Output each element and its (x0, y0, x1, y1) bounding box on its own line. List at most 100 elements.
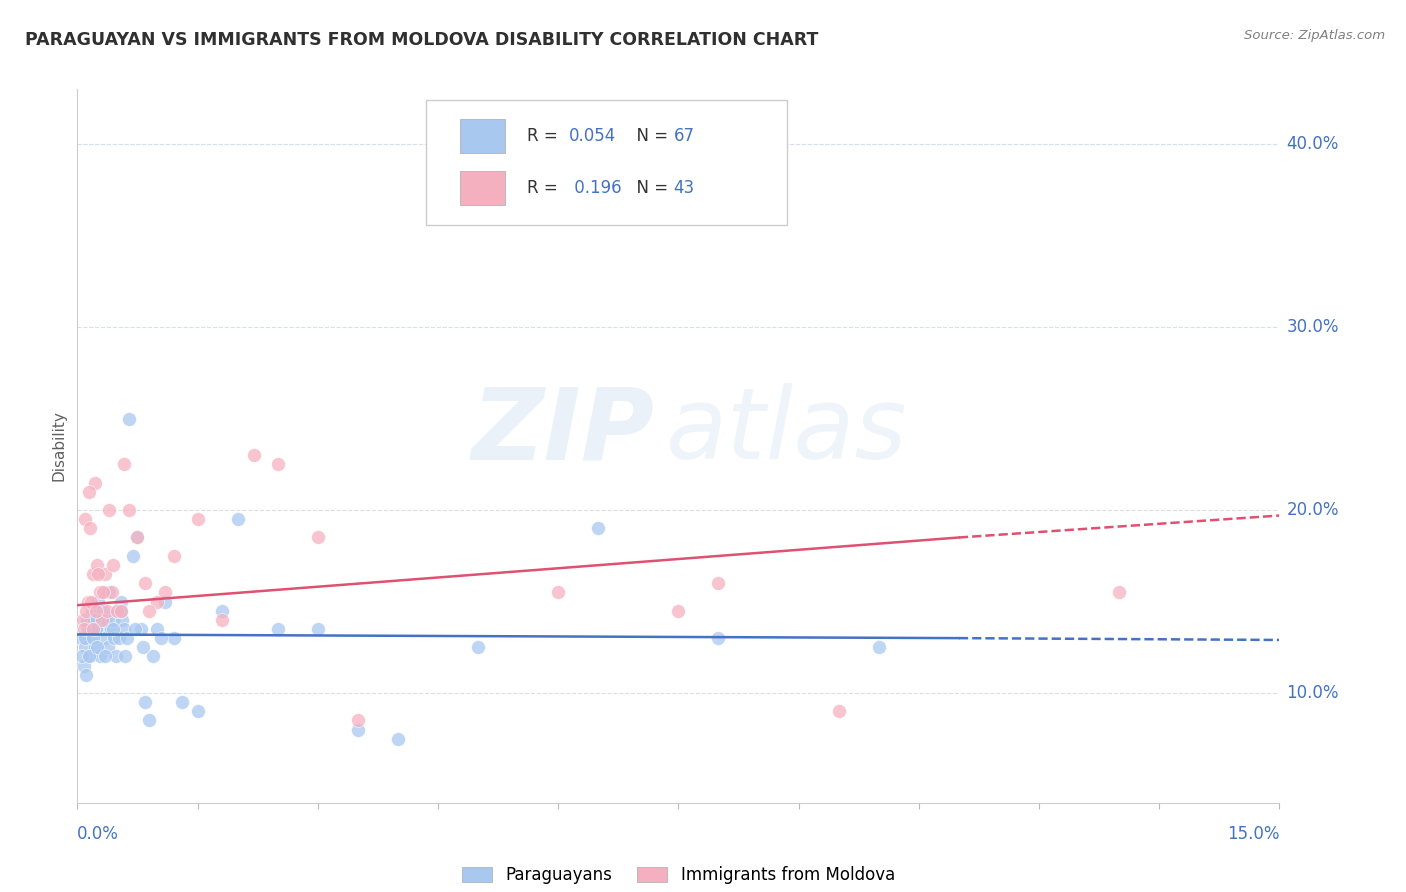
Point (267, 622, 290, 636)
Point (467, 640, 489, 655)
Text: R =: R = (527, 128, 562, 145)
Text: R =: R = (527, 178, 562, 196)
Point (75, 512, 97, 526)
Point (186, 704, 209, 718)
Text: N =: N = (626, 178, 673, 196)
Point (1108, 585, 1130, 599)
Point (547, 585, 569, 599)
Text: 0.054: 0.054 (569, 128, 616, 145)
Point (80, 604, 103, 618)
Point (107, 604, 129, 618)
Point (101, 585, 124, 599)
Text: 20.0%: 20.0% (1286, 501, 1339, 519)
Point (80, 622, 103, 636)
Point (112, 622, 135, 636)
Point (103, 622, 125, 636)
Point (103, 631, 125, 645)
Point (94, 649, 117, 664)
Point (138, 604, 160, 618)
Point (91, 585, 114, 599)
Point (146, 594, 169, 608)
Point (162, 549, 184, 563)
Point (86, 558, 108, 572)
Point (110, 594, 132, 608)
Point (91, 604, 114, 618)
Point (86, 640, 108, 655)
Point (91, 613, 114, 627)
Point (138, 714, 160, 728)
Point (118, 503, 141, 517)
Text: 30.0%: 30.0% (1286, 318, 1339, 336)
Point (828, 704, 851, 718)
Point (98, 585, 121, 599)
Point (211, 604, 233, 618)
Point (107, 604, 129, 618)
Point (170, 695, 193, 709)
Point (72, 613, 94, 627)
Point (124, 622, 146, 636)
Point (86, 613, 108, 627)
Text: Source: ZipAtlas.com: Source: ZipAtlas.com (1244, 29, 1385, 42)
FancyBboxPatch shape (460, 120, 505, 153)
Text: 15.0%: 15.0% (1227, 825, 1279, 843)
Point (77, 484, 100, 499)
Point (76, 622, 98, 636)
Point (132, 640, 155, 655)
Point (84, 622, 107, 636)
Point (76, 594, 98, 608)
Point (307, 531, 329, 545)
Text: ZIP: ZIP (471, 384, 654, 480)
Y-axis label: Disability: Disability (51, 410, 66, 482)
Point (82, 567, 104, 582)
Text: 43: 43 (673, 178, 695, 196)
Point (89, 649, 111, 664)
Text: atlas: atlas (666, 384, 908, 480)
Point (93, 567, 115, 582)
Point (83, 613, 105, 627)
Point (87, 594, 110, 608)
Point (211, 613, 233, 627)
Point (668, 604, 690, 618)
Point (104, 649, 127, 664)
Point (267, 458, 290, 472)
Point (101, 613, 124, 627)
Point (110, 604, 132, 618)
Point (80, 594, 103, 608)
Point (75, 640, 97, 655)
Point (82, 631, 104, 645)
Point (346, 723, 368, 737)
Text: 0.0%: 0.0% (77, 825, 120, 843)
Point (707, 576, 730, 591)
Point (77, 622, 100, 636)
Point (387, 731, 409, 746)
Point (186, 512, 209, 526)
Point (155, 594, 177, 608)
Point (87, 567, 110, 582)
Point (75, 667, 97, 681)
Point (79, 521, 101, 535)
FancyBboxPatch shape (460, 170, 505, 205)
Point (96, 604, 118, 618)
Point (131, 622, 153, 636)
Point (112, 458, 135, 472)
Point (73, 622, 96, 636)
Point (242, 448, 264, 462)
Point (307, 622, 329, 636)
Text: 0.196: 0.196 (569, 178, 621, 196)
Point (142, 649, 165, 664)
Point (76, 613, 98, 627)
Point (73, 658, 96, 673)
Point (73, 631, 96, 645)
Point (226, 512, 249, 526)
Point (108, 631, 131, 645)
Point (79, 649, 101, 664)
Point (90, 622, 112, 636)
Point (162, 631, 184, 645)
Point (146, 622, 169, 636)
Point (150, 631, 173, 645)
Text: PARAGUAYAN VS IMMIGRANTS FROM MOLDOVA DISABILITY CORRELATION CHART: PARAGUAYAN VS IMMIGRANTS FROM MOLDOVA DI… (25, 31, 818, 49)
Legend: Paraguayans, Immigrants from Moldova: Paraguayans, Immigrants from Moldova (456, 860, 901, 891)
Point (111, 613, 134, 627)
FancyBboxPatch shape (426, 100, 786, 225)
Point (115, 631, 138, 645)
